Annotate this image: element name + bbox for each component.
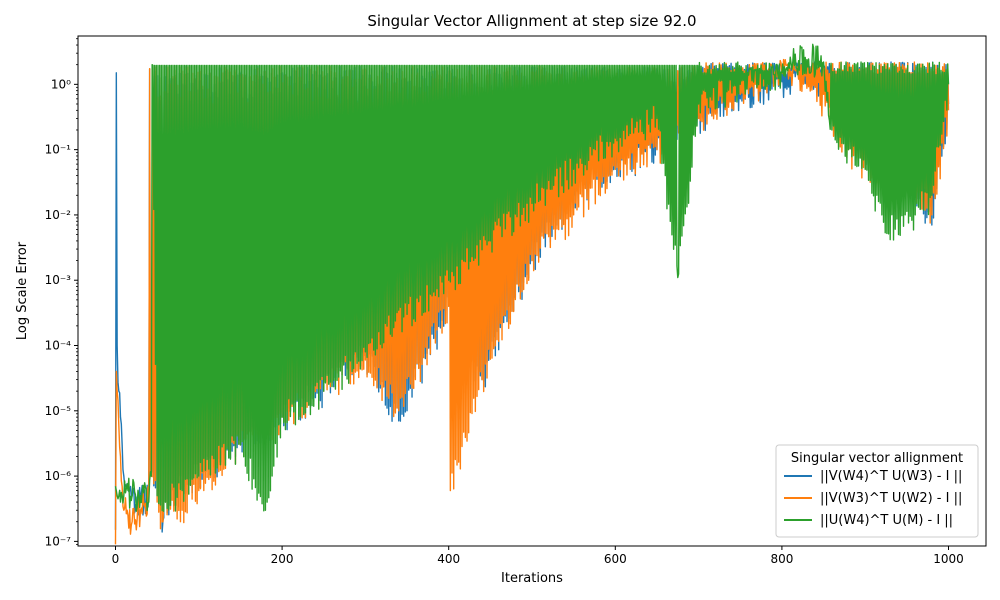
series-layer (114, 43, 950, 545)
x-tick-label: 800 (770, 552, 793, 566)
plot-frame (77, 35, 987, 547)
legend-box (775, 444, 979, 538)
x-tick-label: 200 (271, 552, 294, 566)
legend-label-3: ||U(W4)^T U(M) - I || (820, 513, 953, 528)
x-tick-label: 1000 (933, 552, 964, 566)
x-tick-label: 0 (112, 552, 120, 566)
y-axis: 10⁻⁷ 10⁻⁶ 10⁻⁵ 10⁻⁴ 10⁻³ 10⁻² 10⁻¹ 10⁰ (45, 38, 78, 548)
x-axis: 0 200 400 600 800 1000 (112, 546, 964, 566)
series-line-3 (114, 43, 950, 513)
y-tick-label: 10⁻² (45, 208, 72, 222)
y-tick-label: 10⁻⁶ (45, 469, 72, 483)
x-tick-label: 400 (437, 552, 460, 566)
y-tick-label: 10⁻⁷ (45, 534, 72, 548)
y-tick-label: 10⁰ (51, 77, 71, 91)
legend-title: Singular vector allignment (791, 451, 963, 466)
x-axis-label: Iterations (501, 571, 563, 586)
y-tick-label: 10⁻³ (45, 273, 72, 287)
x-tick-label: 600 (604, 552, 627, 566)
chart-title: Singular Vector Allignment at step size … (367, 12, 696, 30)
y-axis-label: Log Scale Error (15, 241, 30, 340)
y-tick-label: 10⁻⁵ (45, 404, 72, 418)
legend-label-1: ||V(W4)^T U(W3) - I || (820, 469, 962, 484)
y-tick-label: 10⁻⁴ (45, 339, 72, 353)
legend: Singular vector allignment ||V(W4)^T U(W… (775, 444, 979, 538)
legend-label-2: ||V(W3)^T U(W2) - I || (820, 491, 962, 506)
y-tick-label: 10⁻¹ (45, 143, 72, 157)
